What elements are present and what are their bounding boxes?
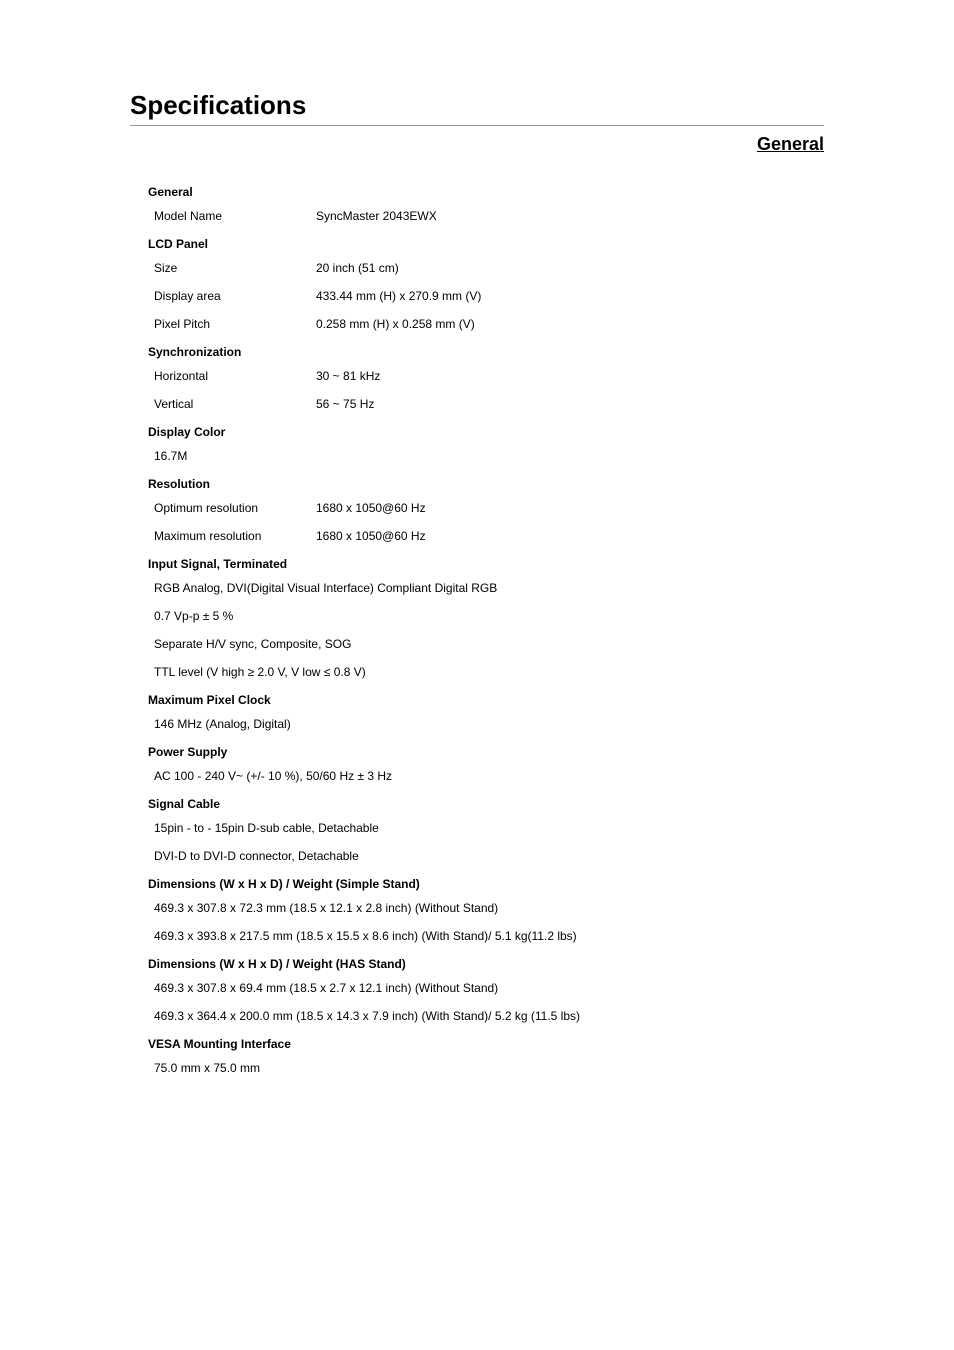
spec-value: Separate H/V sync, Composite, SOG (154, 637, 824, 651)
spec-row: Maximum resolution 1680 x 1050@60 Hz (154, 529, 824, 543)
spec-value: 0.7 Vp-p ± 5 % (154, 609, 824, 623)
spec-value: 1680 x 1050@60 Hz (316, 529, 824, 543)
spec-value: 146 MHz (Analog, Digital) (154, 717, 824, 731)
spec-row: Display area 433.44 mm (H) x 270.9 mm (V… (154, 289, 824, 303)
spec-value: 15pin - to - 15pin D-sub cable, Detachab… (154, 821, 824, 835)
section-link-general[interactable]: General (130, 134, 824, 155)
spec-page: Specifications General General Model Nam… (0, 0, 954, 1169)
spec-row: Optimum resolution 1680 x 1050@60 Hz (154, 501, 824, 515)
spec-label: Horizontal (154, 369, 316, 383)
section-header-display-color: Display Color (148, 425, 824, 439)
spec-label: Maximum resolution (154, 529, 316, 543)
spec-value: TTL level (V high ≥ 2.0 V, V low ≤ 0.8 V… (154, 665, 824, 679)
section-header-dimensions-has: Dimensions (W x H x D) / Weight (HAS Sta… (148, 957, 824, 971)
spec-label: Display area (154, 289, 316, 303)
spec-value: AC 100 - 240 V~ (+/- 10 %), 50/60 Hz ± 3… (154, 769, 824, 783)
section-header-vesa: VESA Mounting Interface (148, 1037, 824, 1051)
spec-row: Size 20 inch (51 cm) (154, 261, 824, 275)
spec-row: Horizontal 30 ~ 81 kHz (154, 369, 824, 383)
section-header-max-pixel-clock: Maximum Pixel Clock (148, 693, 824, 707)
spec-value: 56 ~ 75 Hz (316, 397, 824, 411)
section-header-input-signal: Input Signal, Terminated (148, 557, 824, 571)
section-header-resolution: Resolution (148, 477, 824, 491)
spec-block: General Model Name SyncMaster 2043EWX LC… (148, 185, 824, 1075)
spec-value: 469.3 x 393.8 x 217.5 mm (18.5 x 15.5 x … (154, 929, 824, 943)
spec-value: 16.7M (154, 449, 824, 463)
spec-value: 30 ~ 81 kHz (316, 369, 824, 383)
spec-value: 469.3 x 364.4 x 200.0 mm (18.5 x 14.3 x … (154, 1009, 824, 1023)
spec-value: 469.3 x 307.8 x 72.3 mm (18.5 x 12.1 x 2… (154, 901, 824, 915)
spec-label: Pixel Pitch (154, 317, 316, 331)
spec-row: Model Name SyncMaster 2043EWX (154, 209, 824, 223)
spec-row: Pixel Pitch 0.258 mm (H) x 0.258 mm (V) (154, 317, 824, 331)
section-header-dimensions-simple: Dimensions (W x H x D) / Weight (Simple … (148, 877, 824, 891)
page-title: Specifications (130, 90, 824, 126)
spec-value: RGB Analog, DVI(Digital Visual Interface… (154, 581, 824, 595)
spec-value: 1680 x 1050@60 Hz (316, 501, 824, 515)
spec-value: DVI-D to DVI-D connector, Detachable (154, 849, 824, 863)
spec-value: SyncMaster 2043EWX (316, 209, 824, 223)
spec-value: 75.0 mm x 75.0 mm (154, 1061, 824, 1075)
section-header-general: General (148, 185, 824, 199)
spec-value: 433.44 mm (H) x 270.9 mm (V) (316, 289, 824, 303)
spec-label: Size (154, 261, 316, 275)
spec-value: 469.3 x 307.8 x 69.4 mm (18.5 x 2.7 x 12… (154, 981, 824, 995)
spec-row: Vertical 56 ~ 75 Hz (154, 397, 824, 411)
spec-label: Model Name (154, 209, 316, 223)
section-header-synchronization: Synchronization (148, 345, 824, 359)
spec-label: Optimum resolution (154, 501, 316, 515)
spec-label: Vertical (154, 397, 316, 411)
spec-value: 20 inch (51 cm) (316, 261, 824, 275)
section-header-lcd-panel: LCD Panel (148, 237, 824, 251)
section-header-signal-cable: Signal Cable (148, 797, 824, 811)
section-header-power-supply: Power Supply (148, 745, 824, 759)
spec-value: 0.258 mm (H) x 0.258 mm (V) (316, 317, 824, 331)
